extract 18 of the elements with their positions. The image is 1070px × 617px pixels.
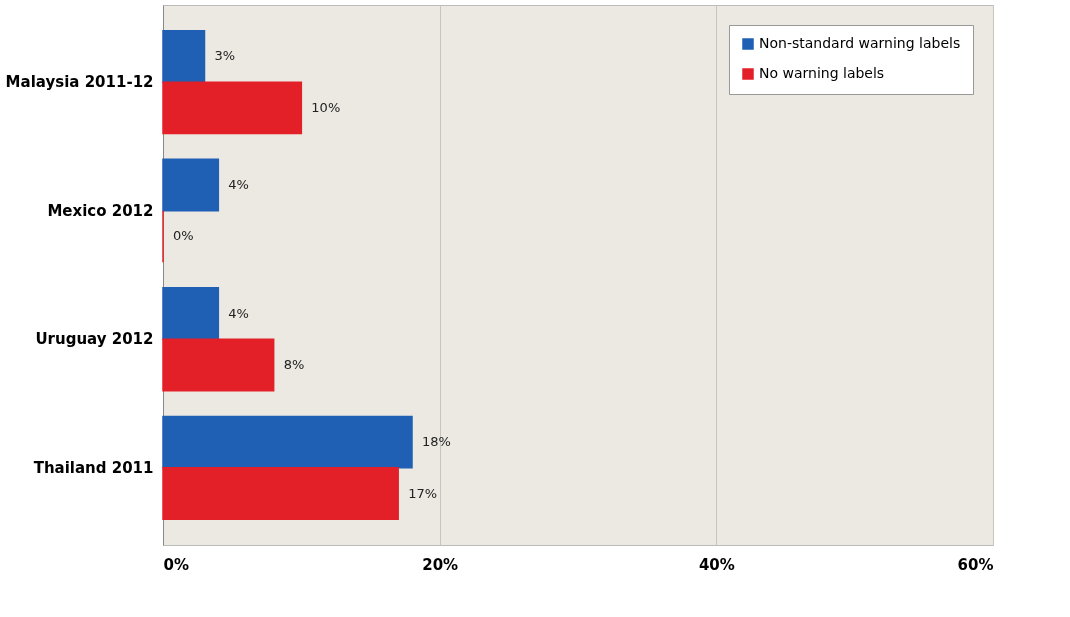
x-tick-label: 40%: [698, 555, 735, 574]
data-label: 18%: [422, 434, 451, 450]
x-tick-label: 20%: [422, 555, 459, 574]
data-label: 4%: [228, 177, 249, 192]
y-tick-label: Mexico 2012: [47, 201, 154, 220]
x-tick-label: 60%: [957, 555, 994, 574]
x-tick-label: 0%: [163, 555, 189, 574]
data-label: 4%: [228, 305, 249, 321]
data-label: 17%: [408, 485, 438, 501]
data-label: 0%: [173, 228, 194, 244]
data-label: 10%: [311, 99, 341, 115]
data-label: 8%: [283, 357, 305, 372]
data-label: 3%: [214, 48, 236, 64]
legend-label: Non-standard warning labels: [759, 35, 961, 51]
y-tick-label: Uruguay 2012: [35, 330, 154, 349]
legend-label: No warning labels: [759, 65, 885, 81]
y-tick-label: Thailand 2011: [33, 458, 154, 477]
y-tick-label: Malaysia 2011-12: [5, 73, 154, 92]
